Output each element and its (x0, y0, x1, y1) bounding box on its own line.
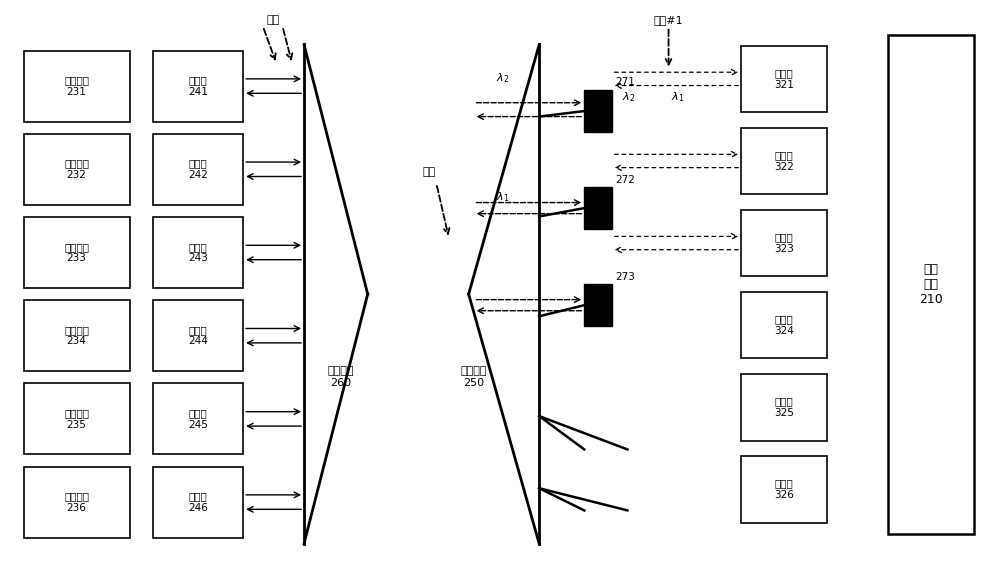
Text: 光模块
326: 光模块 326 (774, 478, 794, 500)
FancyBboxPatch shape (24, 50, 130, 122)
Text: 光模块
243: 光模块 243 (188, 242, 208, 263)
Text: 光模块
245: 光模块 245 (188, 408, 208, 430)
Text: 射频模块
231: 射频模块 231 (64, 75, 89, 97)
FancyBboxPatch shape (741, 374, 827, 440)
Text: 272: 272 (616, 174, 636, 185)
Text: $\lambda_1$: $\lambda_1$ (671, 91, 684, 104)
Text: 273: 273 (616, 272, 636, 282)
Text: 基带
模块
210: 基带 模块 210 (919, 263, 943, 306)
FancyBboxPatch shape (741, 210, 827, 276)
FancyBboxPatch shape (741, 46, 827, 112)
Text: 合分波器
260: 合分波器 260 (328, 366, 354, 388)
Text: 光模块
325: 光模块 325 (774, 396, 794, 418)
Text: $\lambda_1$: $\lambda_1$ (496, 190, 510, 204)
FancyBboxPatch shape (584, 284, 612, 326)
Text: 射频模块
236: 射频模块 236 (64, 491, 89, 513)
FancyBboxPatch shape (741, 456, 827, 522)
FancyBboxPatch shape (153, 50, 243, 122)
FancyBboxPatch shape (153, 300, 243, 371)
FancyBboxPatch shape (153, 134, 243, 205)
Text: 射频模块
234: 射频模块 234 (64, 325, 89, 346)
FancyBboxPatch shape (24, 466, 130, 538)
FancyBboxPatch shape (153, 383, 243, 454)
Text: 光模块
323: 光模块 323 (774, 232, 794, 254)
Text: 射频模块
235: 射频模块 235 (64, 408, 89, 430)
Text: 光模块
241: 光模块 241 (188, 75, 208, 97)
FancyBboxPatch shape (153, 466, 243, 538)
Text: 光模块
322: 光模块 322 (774, 150, 794, 171)
FancyBboxPatch shape (741, 292, 827, 358)
Text: 射频模块
232: 射频模块 232 (64, 158, 89, 180)
Text: 射频模块
233: 射频模块 233 (64, 242, 89, 263)
FancyBboxPatch shape (153, 217, 243, 288)
Text: 光纤: 光纤 (423, 167, 436, 177)
Text: 光模块
324: 光模块 324 (774, 314, 794, 336)
Text: 光模块
321: 光模块 321 (774, 68, 794, 89)
Text: 光模块
242: 光模块 242 (188, 158, 208, 180)
Text: 271: 271 (616, 78, 636, 88)
Text: 光模块
246: 光模块 246 (188, 491, 208, 513)
FancyBboxPatch shape (24, 383, 130, 454)
FancyBboxPatch shape (24, 217, 130, 288)
FancyBboxPatch shape (24, 134, 130, 205)
Text: 光纤#1: 光纤#1 (654, 15, 683, 24)
Text: 光模块
244: 光模块 244 (188, 325, 208, 346)
FancyBboxPatch shape (584, 187, 612, 229)
FancyBboxPatch shape (888, 35, 974, 534)
Text: $\lambda_2$: $\lambda_2$ (622, 91, 635, 104)
Text: $\lambda_2$: $\lambda_2$ (496, 71, 510, 85)
Text: 合分波器
250: 合分波器 250 (460, 366, 487, 388)
Text: 光纤: 光纤 (266, 15, 279, 24)
FancyBboxPatch shape (741, 128, 827, 194)
FancyBboxPatch shape (584, 90, 612, 132)
FancyBboxPatch shape (24, 300, 130, 371)
